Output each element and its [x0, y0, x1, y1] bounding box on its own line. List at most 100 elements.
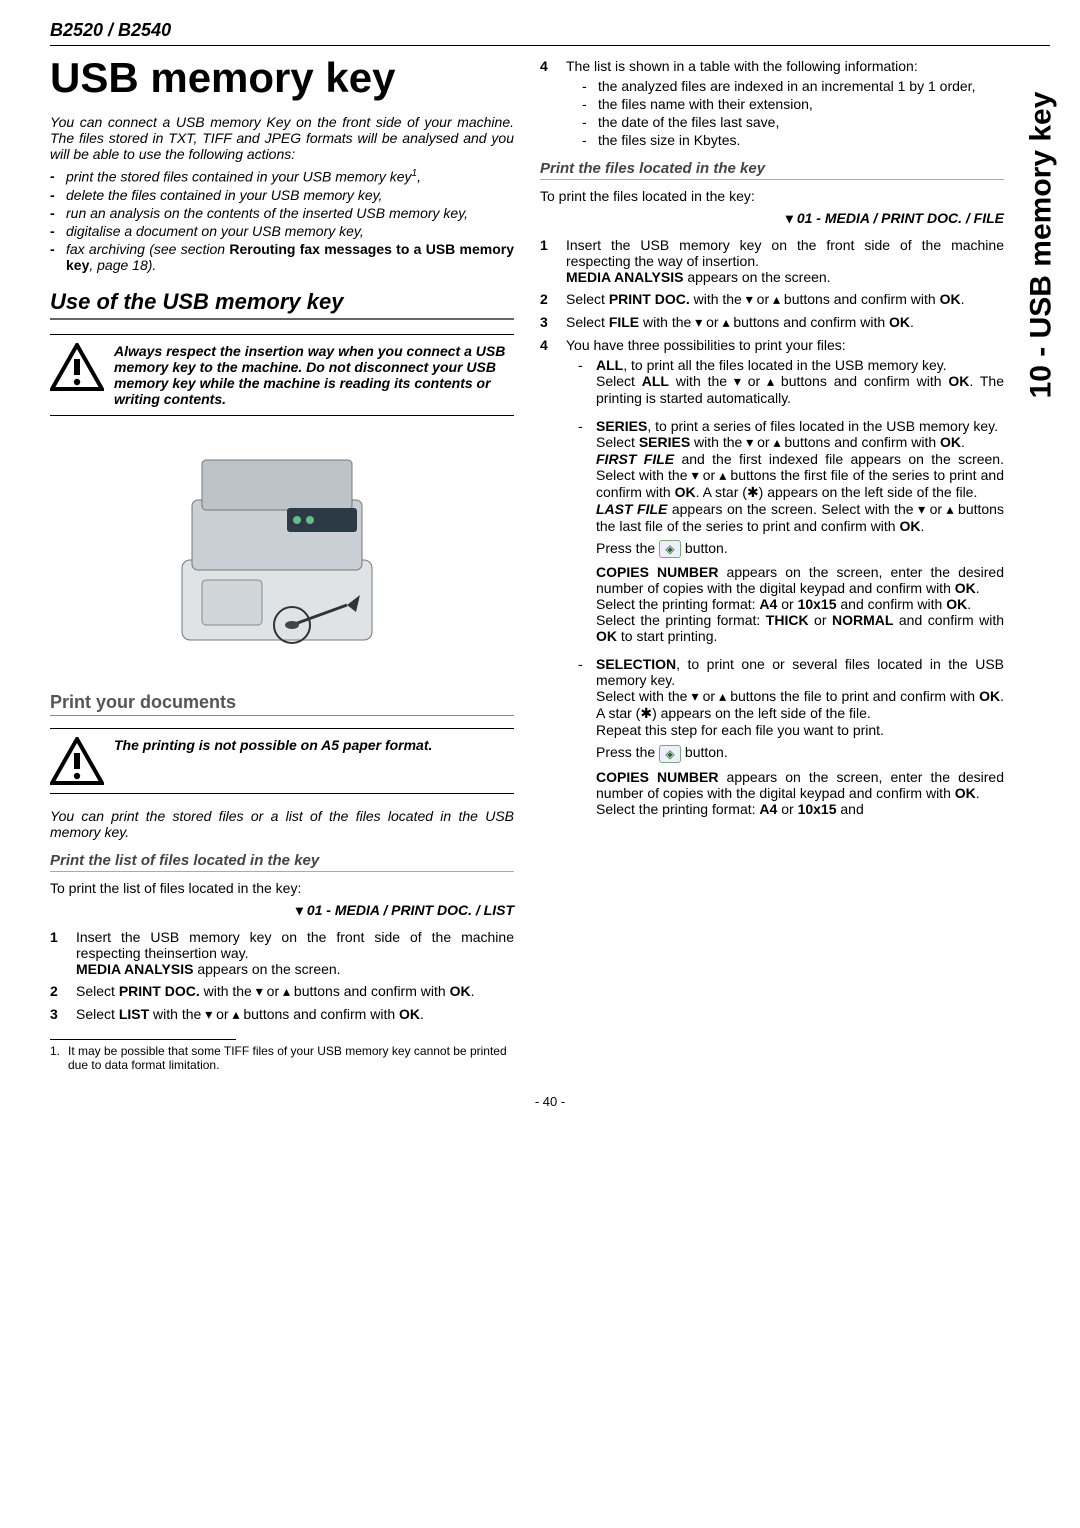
footnote: 1. It may be possible that some TIFF fil… — [50, 1044, 514, 1072]
intro-bullet: delete the files contained in your USB m… — [50, 187, 514, 203]
intro-bullet: run an analysis on the contents of the i… — [50, 205, 514, 221]
heading-print-list: Print the list of files located in the k… — [50, 852, 514, 872]
paragraph: You can print the stored files or a list… — [50, 808, 514, 840]
ok-key: OK — [948, 373, 969, 389]
option-selection: SELECTION, to print one or several files… — [578, 656, 1004, 816]
option: A4 — [759, 801, 777, 817]
text: and confirm with — [837, 596, 947, 612]
ok-key: OK — [899, 518, 920, 534]
text: appears on the screen. — [683, 269, 830, 285]
option-series: SERIES, to print a series of files locat… — [578, 418, 1004, 644]
text: appears on the screen. — [193, 961, 340, 977]
text: Select — [566, 314, 609, 330]
text: Select — [76, 1006, 119, 1022]
text: buttons the file to print and confirm wi… — [726, 688, 979, 704]
text: Select — [76, 983, 119, 999]
intro-bullet: fax archiving (see section Rerouting fax… — [50, 241, 514, 273]
ok-key: OK — [450, 983, 471, 999]
print-list-steps-cont: The list is shown in a table with the fo… — [540, 58, 1004, 148]
down-arrow-icon: ▾ — [746, 291, 753, 307]
menu-item: SERIES — [639, 434, 690, 450]
press-button-line: Press the ◈ button. — [596, 744, 1004, 762]
ok-key: OK — [979, 688, 1000, 704]
text: Press the — [596, 540, 659, 556]
step: Select LIST with the ▾ or ▴ buttons and … — [50, 1006, 514, 1023]
text: Press the — [596, 744, 659, 760]
sub-item: the files name with their extension, — [582, 96, 1004, 112]
ok-key: OK — [955, 580, 976, 596]
option: A4 — [759, 596, 777, 612]
text: with the — [200, 983, 256, 999]
text: with the — [690, 434, 746, 450]
text: , page 18). — [89, 257, 156, 273]
ok-key: OK — [596, 628, 617, 644]
ok-key: OK — [946, 596, 967, 612]
page-number: - 40 - — [50, 1094, 1050, 1109]
text: with the — [669, 373, 734, 389]
text: Repeat this step for each file you want … — [596, 722, 884, 738]
text: appears on the screen. Select with the — [667, 501, 918, 517]
heading-use: Use of the USB memory key — [50, 289, 514, 320]
text: , to print a series of files located in … — [647, 418, 998, 434]
printer-figure — [50, 430, 514, 670]
page-title: USB memory key — [50, 56, 514, 100]
screen-label: MEDIA ANALYSIS — [566, 269, 683, 285]
text: Select the printing format: — [596, 612, 766, 628]
step: Insert the USB memory key on the front s… — [540, 237, 1004, 285]
down-arrow-icon: ▾ — [256, 983, 263, 999]
option-all: ALL, to print all the files located in t… — [578, 357, 1004, 406]
text: buttons and confirm with — [290, 983, 450, 999]
footnote-text: It may be possible that some TIFF files … — [68, 1044, 507, 1072]
text: ) appears on the left side of the file. — [652, 705, 871, 721]
text: print the stored files contained in your… — [66, 169, 412, 185]
intro-bullet: print the stored files contained in your… — [50, 168, 514, 185]
menu-item: FILE — [609, 314, 639, 330]
text: or — [809, 612, 832, 628]
text: Insert the USB memory key on the front s… — [76, 929, 514, 961]
right-column: The list is shown in a table with the fo… — [540, 52, 1050, 1072]
text: Select — [566, 291, 609, 307]
text: buttons and confirm with — [781, 434, 941, 450]
menu-item: PRINT DOC. — [119, 983, 200, 999]
text: Select the printing format: — [596, 596, 759, 612]
text: or — [777, 801, 797, 817]
text: ) appears on the left side of the file. — [759, 484, 978, 500]
down-arrow-icon: ▾ — [918, 501, 925, 517]
down-arrow-icon: ▾ — [205, 1006, 212, 1022]
text: , — [417, 169, 421, 185]
screen-label: FIRST FILE — [596, 451, 674, 467]
text: Select — [596, 434, 639, 450]
footnote-rule — [50, 1039, 236, 1040]
option-label: SERIES — [596, 418, 647, 434]
paragraph: To print the list of files located in th… — [50, 880, 514, 896]
left-column: USB memory key You can connect a USB mem… — [50, 52, 514, 1072]
print-list-steps: Insert the USB memory key on the front s… — [50, 929, 514, 1023]
option: 10x15 — [798, 801, 837, 817]
info-sublist: the analyzed files are indexed in an inc… — [582, 78, 1004, 148]
down-arrow-icon: ▾ — [734, 373, 741, 389]
header-model: B2520 / B2540 — [50, 20, 1050, 46]
ok-key: OK — [675, 484, 696, 500]
print-files-steps: Insert the USB memory key on the front s… — [540, 237, 1004, 817]
text: and confirm with — [893, 612, 1004, 628]
up-arrow-icon: ▴ — [283, 983, 290, 999]
up-arrow-icon: ▴ — [773, 291, 780, 307]
text: The list is shown in a table with the fo… — [566, 58, 918, 74]
ok-key: OK — [399, 1006, 420, 1022]
text: Select with the — [596, 688, 691, 704]
print-options-list: ALL, to print all the files located in t… — [578, 357, 1004, 817]
text: buttons and confirm with — [780, 291, 940, 307]
ok-key: OK — [940, 434, 961, 450]
menu-item: PRINT DOC. — [609, 291, 690, 307]
menu-path: 01 - MEDIA / PRINT DOC. / FILE — [540, 210, 1004, 227]
intro-bullet-list: print the stored files contained in your… — [50, 168, 514, 273]
text: to start printing. — [617, 628, 717, 644]
screen-label: LAST FILE — [596, 501, 667, 517]
text: or — [777, 596, 797, 612]
text: buttons and confirm with — [239, 1006, 399, 1022]
warning-text: Always respect the insertion way when yo… — [114, 343, 514, 407]
intro-paragraph: You can connect a USB memory Key on the … — [50, 114, 514, 162]
warning-icon — [50, 737, 104, 785]
text: Select the printing format: — [596, 801, 759, 817]
option-label: ALL — [596, 357, 623, 373]
